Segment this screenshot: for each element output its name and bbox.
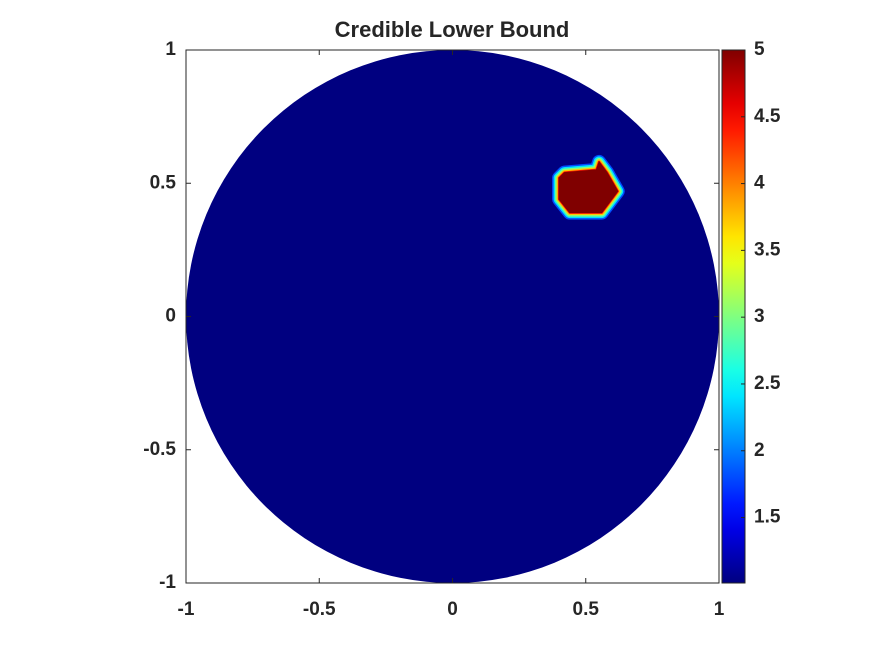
colorbar-tick-label: 2.5 [754,373,781,394]
x-tick-label: -0.5 [303,599,336,620]
y-tick-label: 0.5 [150,172,177,193]
colorbar-tick-label: 3.5 [754,239,781,260]
chart-title: Credible Lower Bound [335,17,570,42]
y-tick-label: -1 [159,572,176,593]
disk [186,50,719,583]
y-tick-label: 1 [165,39,176,60]
colorbar [721,49,746,584]
x-tick-label: 0 [447,599,458,620]
y-tick-label: -0.5 [143,439,176,460]
colorbar-tick-label: 1.5 [754,507,781,528]
x-tick-label: 0.5 [573,599,600,620]
colorbar-tick-label: 5 [754,39,765,60]
colorbar-tick-label: 3 [754,306,765,327]
colorbar-tick-label: 4 [754,173,765,194]
colorbar-tick-label: 2 [754,440,765,461]
hotspot [558,160,619,214]
colorbar-tick-label: 4.5 [754,106,781,127]
x-tick-label: -1 [178,599,195,620]
y-tick-label: 0 [165,306,176,327]
x-tick-label: 1 [714,599,725,620]
